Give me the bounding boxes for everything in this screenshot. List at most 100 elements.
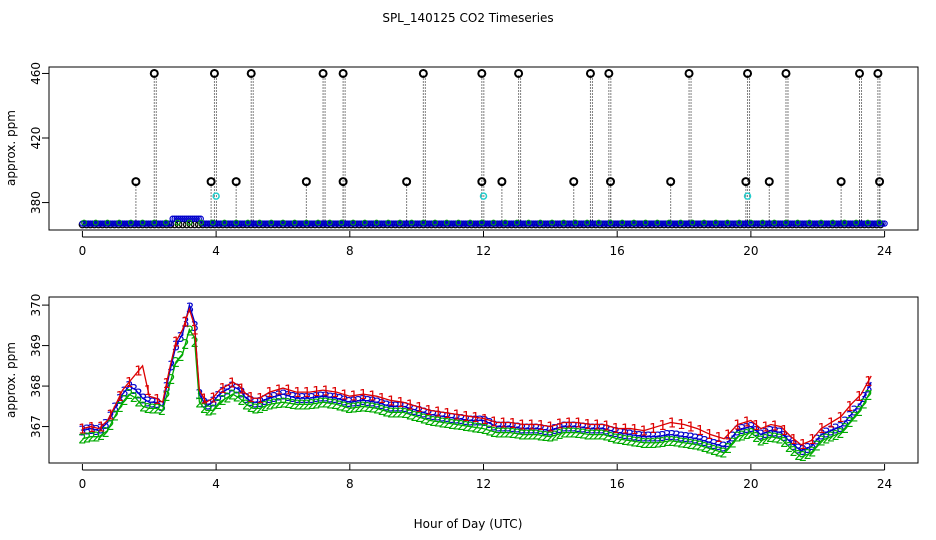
series-2-point-label: 2 bbox=[509, 427, 517, 442]
series-2-point-label: 2 bbox=[757, 435, 765, 450]
series-3-point-label: 3 bbox=[551, 423, 559, 438]
series-3-point bbox=[382, 220, 389, 227]
series-2-point-label: 2 bbox=[799, 450, 807, 465]
series-2-point-label: 2 bbox=[504, 427, 512, 442]
series-3-point bbox=[634, 220, 642, 227]
series-3-point-label: 3 bbox=[527, 423, 535, 438]
series-3-point bbox=[89, 220, 96, 227]
series-3-point-label: 3 bbox=[284, 390, 292, 405]
series-3-point-label: 3 bbox=[256, 396, 264, 411]
series-3-point bbox=[807, 220, 814, 227]
series-3-point bbox=[668, 220, 676, 227]
spike-point-high bbox=[743, 68, 753, 78]
series-3-point bbox=[594, 220, 602, 227]
spike-point-mid bbox=[606, 177, 616, 187]
series-2-point-label: 2 bbox=[579, 428, 587, 443]
series-3-point bbox=[394, 220, 401, 227]
series-2-point bbox=[829, 219, 836, 226]
series-3-point bbox=[376, 220, 383, 227]
series-2-point-label: 2 bbox=[191, 336, 199, 351]
series-1-point-label: 1 bbox=[106, 409, 114, 424]
series-2-point-label: 2 bbox=[499, 427, 507, 442]
series-2-point bbox=[806, 219, 813, 226]
series-3-point-label: 3 bbox=[354, 395, 362, 410]
series-2-point bbox=[514, 219, 520, 226]
series-3-point bbox=[486, 220, 493, 227]
series-3-point-label: 3 bbox=[715, 439, 723, 454]
series-3-point-label: 3 bbox=[532, 423, 540, 438]
series-2-point bbox=[361, 219, 368, 226]
series-3-point-label: 3 bbox=[387, 400, 395, 415]
series-3-point bbox=[510, 220, 517, 227]
series-3-point bbox=[496, 220, 503, 227]
series-3-point bbox=[873, 220, 880, 227]
series-2-point bbox=[736, 219, 743, 226]
series-2-point-label: 2 bbox=[415, 411, 423, 426]
series-1-point-label: 1 bbox=[125, 376, 133, 391]
series-2-point-label: 2 bbox=[102, 426, 110, 441]
series-3-point bbox=[823, 220, 830, 227]
series-2-point bbox=[876, 219, 883, 226]
series-3-point bbox=[113, 220, 120, 227]
series-3-point bbox=[706, 220, 714, 227]
series-3-point bbox=[131, 220, 138, 227]
top-plot-area bbox=[78, 68, 888, 229]
series-3-point bbox=[516, 220, 523, 227]
series-3-point bbox=[704, 220, 712, 227]
series-3-point-label: 3 bbox=[757, 429, 765, 444]
series-2-point-label: 2 bbox=[602, 429, 610, 444]
series-3-point bbox=[313, 220, 321, 227]
series-3-point bbox=[341, 220, 349, 227]
series-2-point-label: 2 bbox=[804, 448, 812, 463]
series-1-point-label: 1 bbox=[471, 411, 479, 426]
series-3-point bbox=[271, 220, 279, 227]
series-3-point-label: 3 bbox=[476, 414, 484, 429]
series-3-point bbox=[416, 220, 423, 227]
series-2-point-label: 2 bbox=[350, 402, 358, 417]
series-3-point-label: 3 bbox=[607, 425, 615, 440]
series-1-point-label: 1 bbox=[88, 421, 96, 436]
series-2-point bbox=[747, 219, 754, 226]
series-3-point-label: 3 bbox=[616, 427, 624, 442]
series-2-point-label: 2 bbox=[827, 431, 835, 446]
series-2-point-label: 2 bbox=[556, 428, 564, 443]
series-3-point bbox=[849, 220, 856, 227]
series-2-point-label: 2 bbox=[153, 403, 161, 418]
series-2-point-label: 2 bbox=[195, 396, 203, 411]
series-3-point-label: 3 bbox=[738, 423, 746, 438]
series-2-point-label: 2 bbox=[200, 402, 208, 417]
series-2-point-label: 2 bbox=[364, 401, 372, 416]
series-3-point-label: 3 bbox=[813, 434, 821, 449]
series-2-point-label: 2 bbox=[139, 401, 147, 416]
series-3-point bbox=[805, 220, 812, 227]
series-1-point-label: 1 bbox=[219, 382, 227, 397]
series-3-point bbox=[105, 220, 112, 227]
spike-point-mid bbox=[338, 177, 348, 187]
series-2-point bbox=[689, 219, 696, 226]
series-2-point-label: 2 bbox=[251, 402, 259, 417]
spike-point-mid bbox=[497, 177, 507, 187]
series-3-point-label: 3 bbox=[752, 425, 760, 440]
series-2-point bbox=[127, 219, 134, 226]
series-3-point-label: 3 bbox=[411, 404, 419, 419]
series-3-point bbox=[664, 220, 672, 227]
series-3-point bbox=[648, 220, 656, 227]
series-1-point-label: 1 bbox=[265, 386, 273, 401]
series-1-point-label: 1 bbox=[752, 419, 760, 434]
series-2-point-label: 2 bbox=[537, 429, 545, 444]
series-3-point-label: 3 bbox=[584, 422, 592, 437]
series-3-point-label: 3 bbox=[649, 431, 657, 446]
series-2-point bbox=[759, 219, 766, 226]
series-1-point-label: 1 bbox=[284, 384, 292, 399]
bottom-y-tick-label: 369 bbox=[29, 334, 43, 357]
series-2-point-label: 2 bbox=[490, 426, 498, 441]
series-3-point bbox=[245, 220, 253, 227]
series-3-point bbox=[578, 220, 585, 227]
series-3-point-label: 3 bbox=[504, 421, 512, 436]
series-1-point-label: 1 bbox=[163, 377, 171, 392]
spike-point-high bbox=[585, 68, 595, 78]
series-2-point bbox=[163, 219, 169, 226]
top-x-tick-label: 8 bbox=[346, 244, 354, 258]
series-2-point bbox=[280, 219, 286, 226]
series-3-point bbox=[452, 220, 459, 227]
